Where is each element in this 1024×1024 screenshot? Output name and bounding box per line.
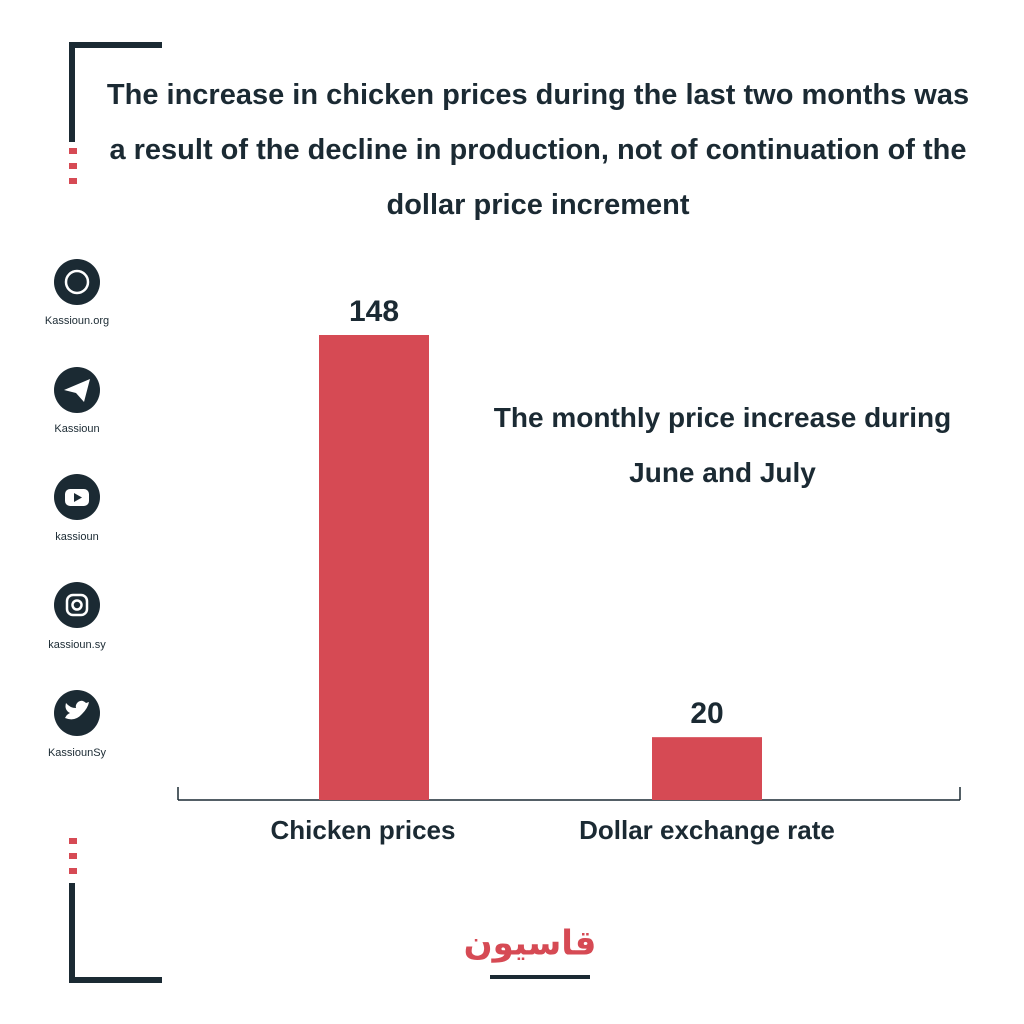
chart-subtitle: The monthly price increase during June a… <box>493 402 952 488</box>
social-label: kassioun.sy <box>48 639 106 651</box>
bar <box>319 335 429 800</box>
value-label: 20 <box>690 697 723 730</box>
social-label: Kassioun <box>54 423 99 435</box>
chart-title: The increase in chicken prices during th… <box>106 79 970 221</box>
logo: قاسيون <box>464 924 597 964</box>
x-axis <box>177 787 961 801</box>
social-label: kassioun <box>55 531 98 543</box>
social-icons <box>54 259 100 736</box>
corner-bottom <box>69 838 162 983</box>
x-tick-label: Dollar exchange rate <box>579 815 835 845</box>
corner-top <box>69 42 162 184</box>
social-label: KassiounSy <box>48 747 107 759</box>
x-tick-label: Chicken prices <box>271 815 456 845</box>
social-label: Kassioun.org <box>45 315 109 327</box>
logo-underline <box>490 975 590 979</box>
value-label: 148 <box>349 295 399 328</box>
bar <box>652 737 762 800</box>
